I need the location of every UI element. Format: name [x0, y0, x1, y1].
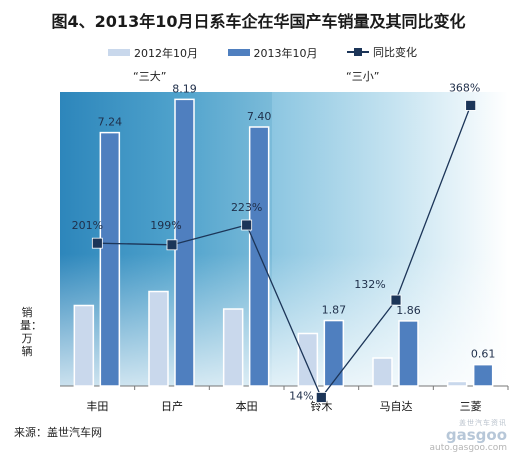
change-label-4: 132%	[354, 278, 385, 291]
legend-item-2012: 2012年10月	[108, 45, 198, 61]
change-line	[97, 105, 472, 399]
bar-2012-0	[73, 304, 95, 387]
category-label-2: 本田	[236, 399, 258, 413]
bar-2012-2	[222, 308, 244, 387]
category-label-3: 铃木	[310, 399, 332, 413]
legend-label-2013: 2013年10月	[253, 46, 318, 60]
watermark-line2: gasgoo	[445, 426, 507, 444]
category-label-5: 三菱	[460, 400, 482, 413]
bar-label-2013-5: 0.61	[471, 348, 496, 361]
bar-2013-2	[248, 126, 270, 387]
legend-swatch-change	[347, 48, 369, 56]
change-marker-3	[315, 392, 327, 403]
group-label-big3: “三大”	[133, 70, 167, 83]
change-marker-5	[465, 100, 477, 111]
change-label-5: 368%	[449, 81, 480, 94]
watermark-line1: 盖世汽车资讯	[459, 419, 507, 427]
category-label-0: 丰田	[86, 400, 108, 413]
change-marker-2	[241, 219, 253, 231]
bar-2012-4	[372, 357, 393, 387]
legend-item-2013: 2013年10月	[227, 45, 318, 61]
change-label-2: 223%	[231, 201, 262, 214]
legend-item-change: 同比变化	[347, 44, 417, 60]
legend-label-change: 同比变化	[373, 46, 417, 59]
legend-swatch-2012	[108, 49, 130, 56]
bar-2012-5	[446, 380, 468, 387]
category-label-4: 马自达	[380, 400, 413, 413]
legend-label-2012: 2012年10月	[134, 46, 198, 60]
bar-label-2013-2: 7.40	[247, 110, 272, 123]
bar-2012-3	[297, 332, 319, 387]
change-marker-1	[166, 239, 178, 251]
watermark-line3: auto.gasgoo.com	[429, 443, 507, 453]
category-label-1: 日产	[161, 399, 183, 413]
bar-2013-4	[398, 320, 419, 387]
bar-label-2013-0: 7.24	[98, 116, 123, 129]
bar-2013-3	[323, 319, 345, 387]
change-label-1: 199%	[150, 219, 181, 232]
bar-label-2013-4: 1.86	[396, 304, 421, 317]
change-label-0: 201%	[72, 219, 103, 232]
bar-2013-0	[99, 131, 121, 387]
legend-swatch-2013	[227, 49, 250, 56]
bar-label-2013-1: 8.19	[172, 82, 197, 95]
y-axis-label: 销量：万辆	[20, 306, 42, 358]
watermark-logo: 盖世汽车资讯 gasgoo auto.gasgoo.com	[429, 418, 507, 453]
change-marker-4	[390, 294, 402, 306]
change-marker-0	[91, 237, 103, 249]
change-label-3: 14%	[289, 389, 313, 402]
chart-legend: 2012年10月 2013年10月 同比变化	[108, 44, 443, 61]
source-note: 来源：盖世汽车网	[14, 426, 102, 439]
background-fade	[60, 92, 508, 386]
chart-title: 图4、2013年10月日系车企在华国产车销量及其同比变化	[51, 12, 466, 31]
bar-label-2013-3: 1.87	[322, 304, 347, 317]
bar-2013-5	[472, 363, 494, 387]
group-label-small3: “三小”	[346, 70, 380, 83]
bar-2012-1	[148, 290, 169, 387]
